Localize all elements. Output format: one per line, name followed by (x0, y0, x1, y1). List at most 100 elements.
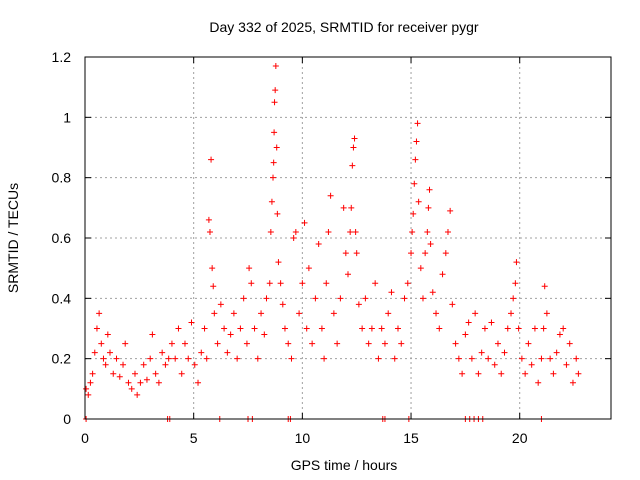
data-point-marker (422, 250, 429, 257)
data-point-marker (272, 63, 279, 70)
data-point-marker (410, 210, 417, 217)
data-point-marker (426, 186, 433, 193)
data-point-marker (362, 295, 369, 302)
data-point-marker (299, 280, 306, 287)
data-point-marker (224, 349, 231, 356)
data-point-marker (359, 325, 366, 332)
data-point-marker (104, 331, 111, 338)
data-point-marker (98, 340, 105, 347)
data-point-marker (501, 349, 508, 356)
data-point-marker (240, 295, 247, 302)
data-point-marker (352, 228, 359, 235)
data-point-marker (168, 340, 175, 347)
data-point-marker (504, 325, 511, 332)
y-tick-label: 1.2 (52, 49, 72, 65)
plot-frame (84, 56, 612, 420)
data-point-marker (398, 340, 405, 347)
data-point-marker (325, 228, 332, 235)
data-point-marker (248, 280, 255, 287)
data-point-marker (547, 355, 554, 362)
data-point-marker (494, 340, 501, 347)
data-point-marker (281, 325, 288, 332)
data-point-marker (491, 361, 498, 368)
data-point-marker (575, 370, 582, 377)
data-point-marker (120, 361, 127, 368)
data-point-marker (125, 379, 132, 386)
data-point-marker (143, 376, 150, 383)
data-point-marker (401, 295, 408, 302)
data-point-marker (152, 370, 159, 377)
data-point-marker (208, 156, 215, 163)
data-point-marker (528, 361, 535, 368)
data-point-marker (349, 162, 356, 169)
data-point-marker (209, 265, 216, 272)
data-point-marker (512, 280, 519, 287)
data-point-marker (427, 241, 434, 248)
data-point-marker (408, 250, 415, 257)
data-point-marker (261, 331, 268, 338)
data-point-marker (381, 340, 388, 347)
data-point-marker (254, 355, 261, 362)
data-point-marker (553, 349, 560, 356)
data-point-marker (447, 207, 454, 214)
data-point-marker (128, 385, 135, 392)
data-point-marker (263, 295, 270, 302)
data-point-marker (206, 228, 213, 235)
data-point-marker (191, 361, 198, 368)
data-point-marker (116, 373, 123, 380)
data-point-marker (246, 265, 253, 272)
data-point-marker (149, 331, 156, 338)
data-point-marker (100, 355, 107, 362)
data-point-marker (481, 325, 488, 332)
data-point-marker (274, 210, 281, 217)
data-point-marker (211, 310, 218, 317)
y-tick-label: 0.6 (52, 230, 72, 246)
data-point-marker (305, 265, 312, 272)
data-point-marker (279, 301, 286, 308)
data-point-marker (188, 319, 195, 326)
data-point-marker (301, 219, 308, 226)
data-point-marker (525, 340, 532, 347)
data-point-marker (569, 379, 576, 386)
x-tick-label: 10 (295, 430, 311, 446)
data-point-marker (290, 235, 297, 241)
data-point-marker (550, 370, 557, 377)
data-point-marker (288, 355, 295, 362)
data-point-marker (433, 310, 440, 317)
x-tick-label: 15 (403, 430, 419, 446)
data-point-marker (285, 340, 292, 347)
data-point-marker (327, 192, 334, 199)
data-point-marker (513, 259, 520, 266)
data-point-marker (345, 271, 351, 278)
data-point-marker (498, 370, 505, 377)
data-point-marker (472, 310, 479, 317)
data-point-marker (258, 310, 265, 317)
y-axis-label: SRMTID / TECUs (5, 183, 21, 293)
data-point-marker (355, 301, 362, 308)
data-point-marker (292, 228, 299, 235)
data-point-marker (155, 379, 162, 386)
data-point-marker (385, 310, 392, 317)
data-point-marker (535, 379, 542, 386)
data-point-marker (312, 295, 319, 302)
data-point-marker (131, 370, 138, 377)
data-point-marker (162, 361, 169, 368)
data-point-marker (543, 310, 550, 317)
data-point-marker (531, 325, 538, 332)
data-point-marker (439, 271, 446, 278)
data-point-marker (122, 340, 129, 347)
data-point-marker (541, 283, 548, 290)
data-point-marker (315, 241, 322, 248)
data-point-marker (318, 325, 325, 332)
y-tick-label: 0.2 (52, 351, 72, 367)
y-tick-label: 0 (63, 411, 71, 427)
data-point-marker (442, 250, 449, 257)
data-point-marker (137, 379, 144, 386)
data-point-marker (419, 295, 426, 302)
data-point-marker (409, 228, 416, 235)
data-point-marker (563, 361, 570, 368)
data-point-marker (413, 138, 420, 145)
data-point-marker (353, 250, 360, 257)
data-point-marker (350, 144, 357, 151)
